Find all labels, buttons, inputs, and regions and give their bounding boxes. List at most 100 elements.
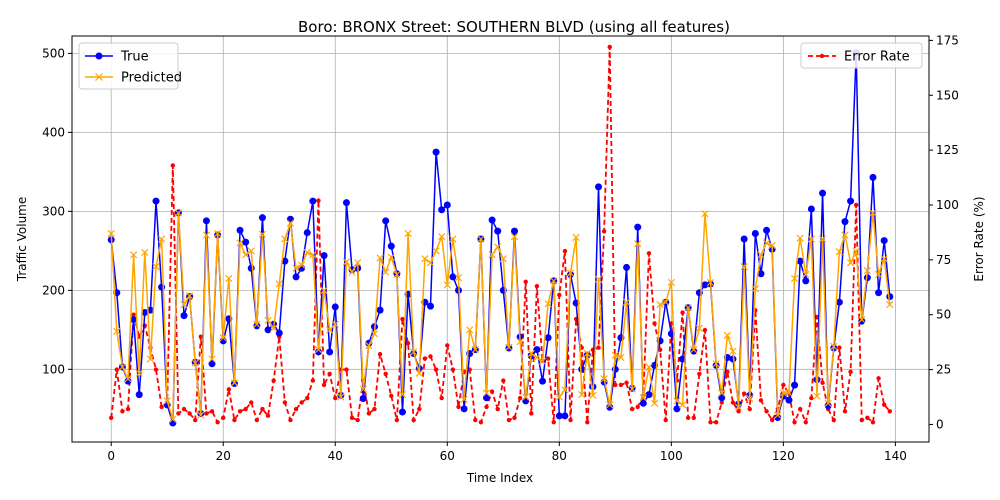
data-point [282,400,288,405]
data-point [718,394,726,402]
data-point [505,343,513,351]
data-point [506,417,512,423]
data-point [359,385,367,393]
data-point [225,274,233,283]
data-point [214,229,222,238]
data-point [202,217,210,225]
data-point [802,277,810,285]
data-point [712,360,720,368]
y-tick-label: 200 [42,283,65,297]
data-point [494,227,502,235]
data-point [387,242,395,250]
data-point [428,354,433,359]
data-point [561,412,569,420]
data-point [594,275,603,283]
data-point [539,377,547,385]
legend-right: Error Rate [800,42,923,69]
data-point [438,233,446,241]
data-point [494,243,502,251]
legend-label: Error Rate [844,50,910,65]
data-point [837,345,842,350]
data-point [869,173,877,181]
data-point [557,292,562,298]
data-point [702,327,708,333]
data-point [342,258,351,266]
data-point [880,255,888,263]
data-point [365,342,373,350]
data-point [555,412,563,420]
data-point [247,247,255,255]
data-point [411,417,416,423]
legend-label: Predicted [121,71,182,86]
y-axis-right: 0 25 50 75 100 125 150 175 [929,33,959,431]
series-predicted [107,209,894,423]
data-point [450,367,456,372]
data-point [181,406,187,412]
data-point [607,44,612,50]
data-point [561,386,569,394]
data-point [499,255,507,263]
data-point [309,251,317,259]
data-point [331,303,339,311]
data-point [456,404,461,410]
data-point [842,409,848,414]
data-point [792,420,797,425]
data-point [236,226,244,234]
data-point [740,263,748,271]
data-point [527,349,535,358]
data-point [253,322,261,330]
data-point [791,381,799,389]
data-point [501,378,506,383]
legend-label: True [120,50,149,65]
data-point [405,341,411,346]
y2-tick-label: 150 [936,88,959,102]
data-point [729,355,737,363]
data-point [131,312,136,317]
data-point [606,401,614,409]
data-point [790,274,799,283]
data-point [568,417,573,423]
data-point [314,345,323,354]
data-point [186,292,194,300]
data-point [809,395,814,401]
data-point [415,369,423,377]
data-point [342,199,350,207]
data-point [348,268,356,276]
data-point [169,415,177,423]
x-tick-label: 100 [660,449,683,463]
data-point [349,415,355,421]
x-axis: 0 20 40 60 80 100 120 140 [107,442,907,463]
data-point [673,397,681,405]
data-point [881,402,887,407]
data-point [221,415,226,421]
data-point [180,312,188,320]
data-point [690,345,698,354]
data-point [875,289,883,297]
data-point [281,235,289,243]
data-point [473,417,478,423]
y-tick-label: 500 [42,46,65,60]
data-point [803,420,808,425]
data-point [583,349,591,358]
data-point [209,409,215,414]
data-point [522,393,530,401]
data-point [701,281,709,289]
data-point [746,394,754,403]
data-point [870,420,876,425]
data-point [258,214,266,222]
data-point [846,259,855,267]
data-point [432,148,440,156]
data-point [383,371,388,377]
y2-tick-label: 125 [936,143,959,157]
y-tick-label: 300 [42,204,65,218]
data-point [697,371,702,377]
data-point [314,348,322,356]
data-point [797,406,803,412]
data-point [292,273,300,281]
data-point [807,235,815,243]
data-point [679,355,687,363]
x-tick-label: 140 [884,449,907,463]
data-point [635,404,640,410]
data-point [606,403,614,411]
data-point [326,348,334,356]
